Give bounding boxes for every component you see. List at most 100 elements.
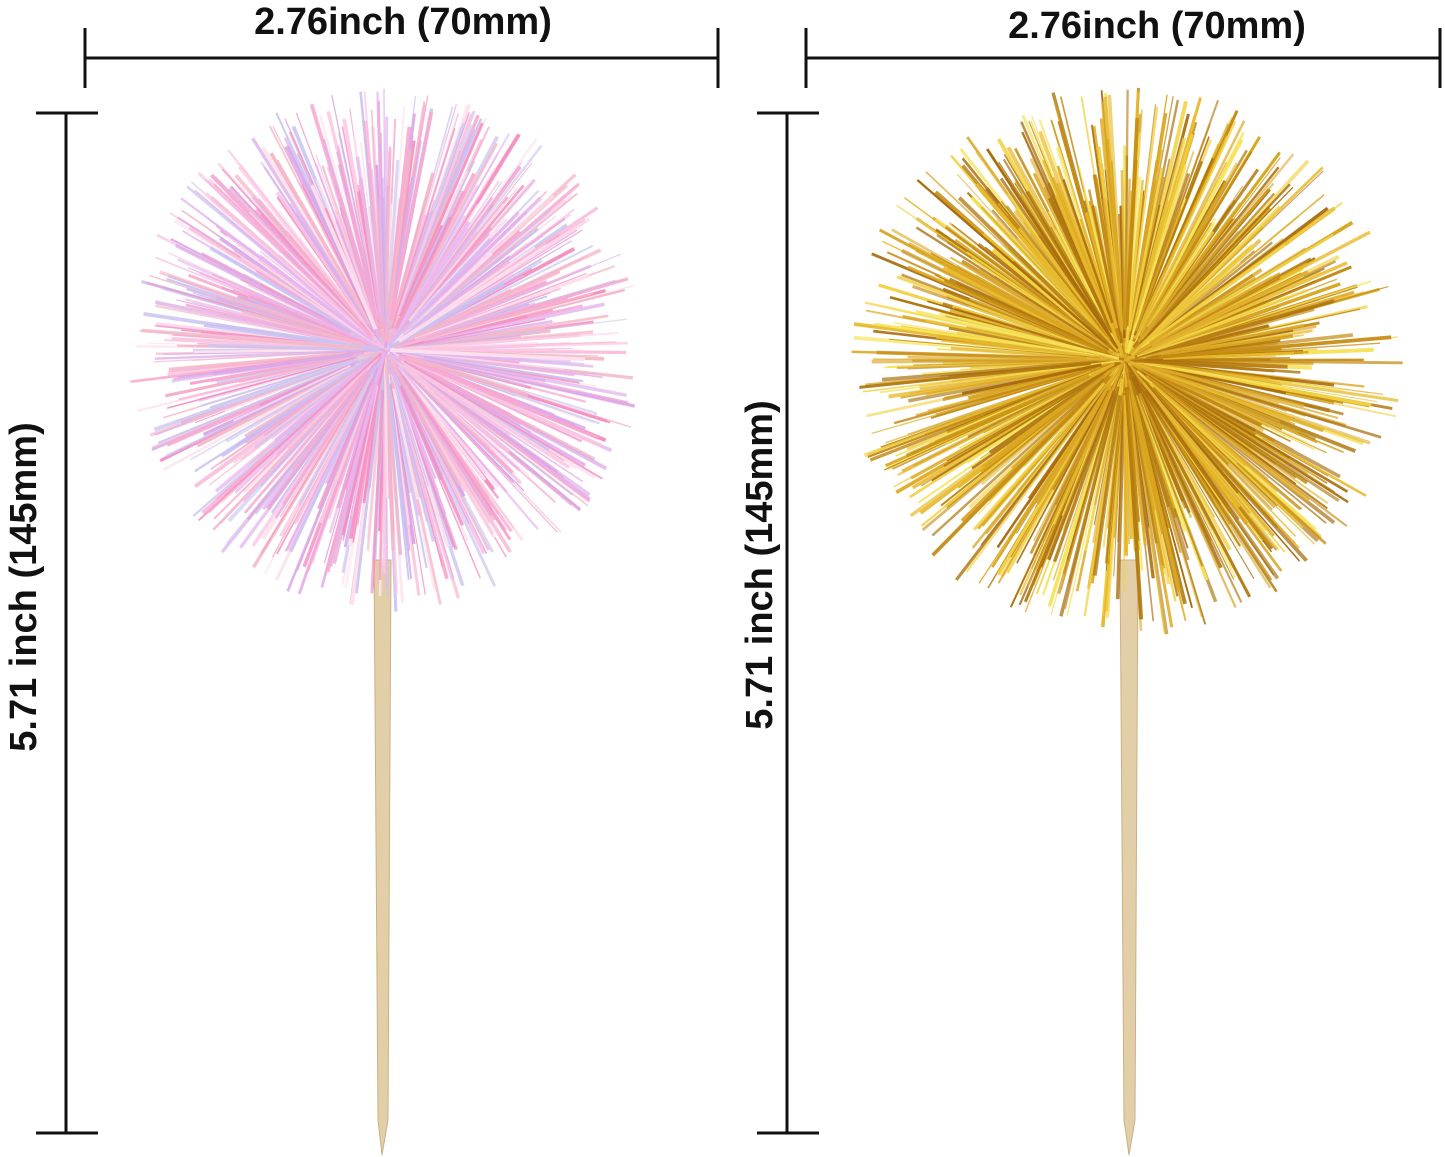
tinsel-strand [157,361,356,444]
tinsel-strand [931,374,1111,557]
tinsel-strand [381,177,386,320]
tinsel-strand [396,292,551,347]
tinsel-strand [389,363,447,515]
tinsel-strand [212,352,353,376]
tinsel-strand [1139,372,1269,479]
tinsel-strand [334,210,380,333]
tinsel-strand [1158,335,1392,360]
tinsel-strand [397,217,591,343]
tinsel-strand [415,192,578,326]
tinsel-strand [1134,208,1182,332]
tinsel-strand [421,352,565,371]
tinsel-strand [286,366,380,592]
tinsel-strand [1035,384,1111,505]
tinsel-strand [1024,373,1121,613]
tinsel-strand [386,356,430,487]
tinsel-strand [384,149,412,342]
tinsel-strand [141,328,363,350]
tinsel-strand [348,352,387,539]
tinsel-strand [943,361,1122,467]
tinsel-strand [1140,363,1280,399]
tinsel-strand [1128,183,1291,357]
tinsel-strand [1131,288,1309,359]
tinsel-strand [1136,280,1372,357]
tinsel-strand [275,191,370,327]
tinsel-strand [915,226,1110,351]
tinsel-strand [275,159,378,336]
tinsel-strand [390,383,426,595]
tinsel-strand [282,372,371,506]
tinsel-strand [415,368,571,469]
tinsel-strand [403,360,603,480]
tinsel-strand [227,193,374,340]
tinsel-strand [1135,115,1195,323]
tinsel-strand [392,388,419,500]
tinsel-strand [921,370,1112,532]
tinsel-strand [241,310,364,346]
tinsel-strand [422,352,574,376]
tinsel-strand [386,220,471,347]
tinsel-strand [194,363,363,473]
tinsel-strand [407,373,562,533]
tinsel-strand [1102,198,1123,332]
tinsel-strand [1127,394,1147,546]
left-toothpick-stick [373,559,392,1156]
tinsel-strand [1151,270,1309,349]
tinsel-strand [1127,367,1252,598]
tinsel-strand [260,350,385,555]
tinsel-strand [1160,308,1361,353]
tinsel-strand [931,378,1105,537]
tinsel-strand [306,381,375,574]
tinsel-strand [401,196,543,335]
tinsel-strand [1059,386,1121,617]
tinsel-strand [1151,382,1247,467]
tinsel-strand [1126,323,1305,361]
tinsel-strand [1156,201,1344,338]
tinsel-strand [185,303,362,347]
tinsel-strand [938,334,1107,359]
tinsel-strand [420,277,629,342]
tinsel-strand [336,383,378,537]
tinsel-strand [273,362,369,443]
right-width-label: 2.76inch (70mm) [1008,5,1306,47]
tinsel-strand [986,148,1119,350]
tinsel-strand [348,204,382,332]
right-height-label: 5.71 inch (145mm) [739,400,781,729]
tinsel-strand [1142,377,1273,511]
tinsel-strand [403,368,558,533]
tinsel-strand [1143,151,1253,329]
tinsel-strand [190,355,375,460]
tinsel-strand [386,355,462,487]
tinsel-strand [292,371,368,470]
tinsel-strand [1146,230,1215,328]
tinsel-strand [204,179,367,334]
tinsel-strand [387,355,470,525]
tinsel-strand [397,161,523,334]
tinsel-strand [1160,334,1304,356]
left-pink-tinsel-pompom [130,88,636,612]
tinsel-strand [384,146,392,311]
tinsel-strand [389,349,584,383]
tinsel-strand [403,234,544,338]
right-gold-tinsel-pompom [851,87,1403,635]
tinsel-strand [1139,222,1213,337]
tinsel-strand [383,354,389,498]
tinsel-strand [1052,389,1116,563]
tinsel-strand [1092,395,1122,576]
tinsel-strand [1006,205,1121,354]
tinsel-strand [888,338,1101,359]
tinsel-strand [295,373,374,524]
tinsel-strand [250,355,359,384]
tinsel-strand [1147,376,1348,527]
tinsel-strand [398,124,473,315]
tinsel-strand [978,368,1120,584]
tinsel-strand [1145,360,1275,373]
left-height-label: 5.71 inch (145mm) [3,422,45,751]
tinsel-strand [931,371,1107,482]
tinsel-strand [394,366,493,517]
tinsel-strand [418,349,582,352]
tinsel-strand [1153,386,1278,507]
tinsel-strand [1123,360,1170,508]
tinsel-strand [1066,395,1116,561]
tinsel-strand [949,256,1098,345]
